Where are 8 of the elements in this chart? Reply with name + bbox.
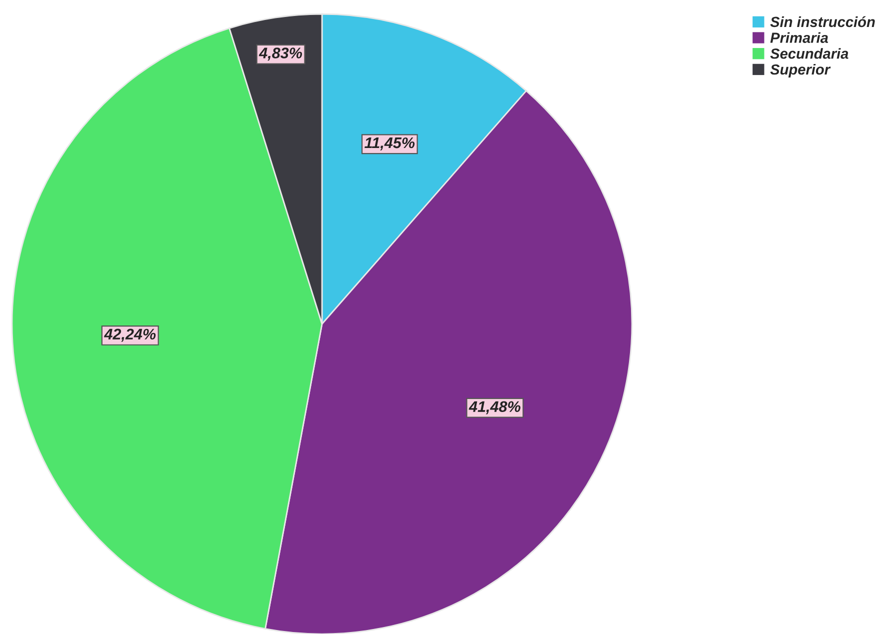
legend-label: Secundaria bbox=[770, 48, 848, 59]
legend-label: Superior bbox=[770, 64, 831, 78]
data-label: 11,45% bbox=[364, 137, 415, 150]
data-label: 41,48% bbox=[468, 401, 520, 414]
data-label: 42,24% bbox=[104, 328, 156, 342]
legend-label: Primaria bbox=[770, 32, 828, 43]
data-label: 4,83% bbox=[258, 48, 302, 61]
legend-label: Sin instrucción bbox=[770, 16, 875, 28]
